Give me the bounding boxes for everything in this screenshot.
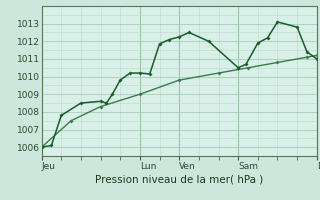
- X-axis label: Pression niveau de la mer( hPa ): Pression niveau de la mer( hPa ): [95, 175, 263, 185]
